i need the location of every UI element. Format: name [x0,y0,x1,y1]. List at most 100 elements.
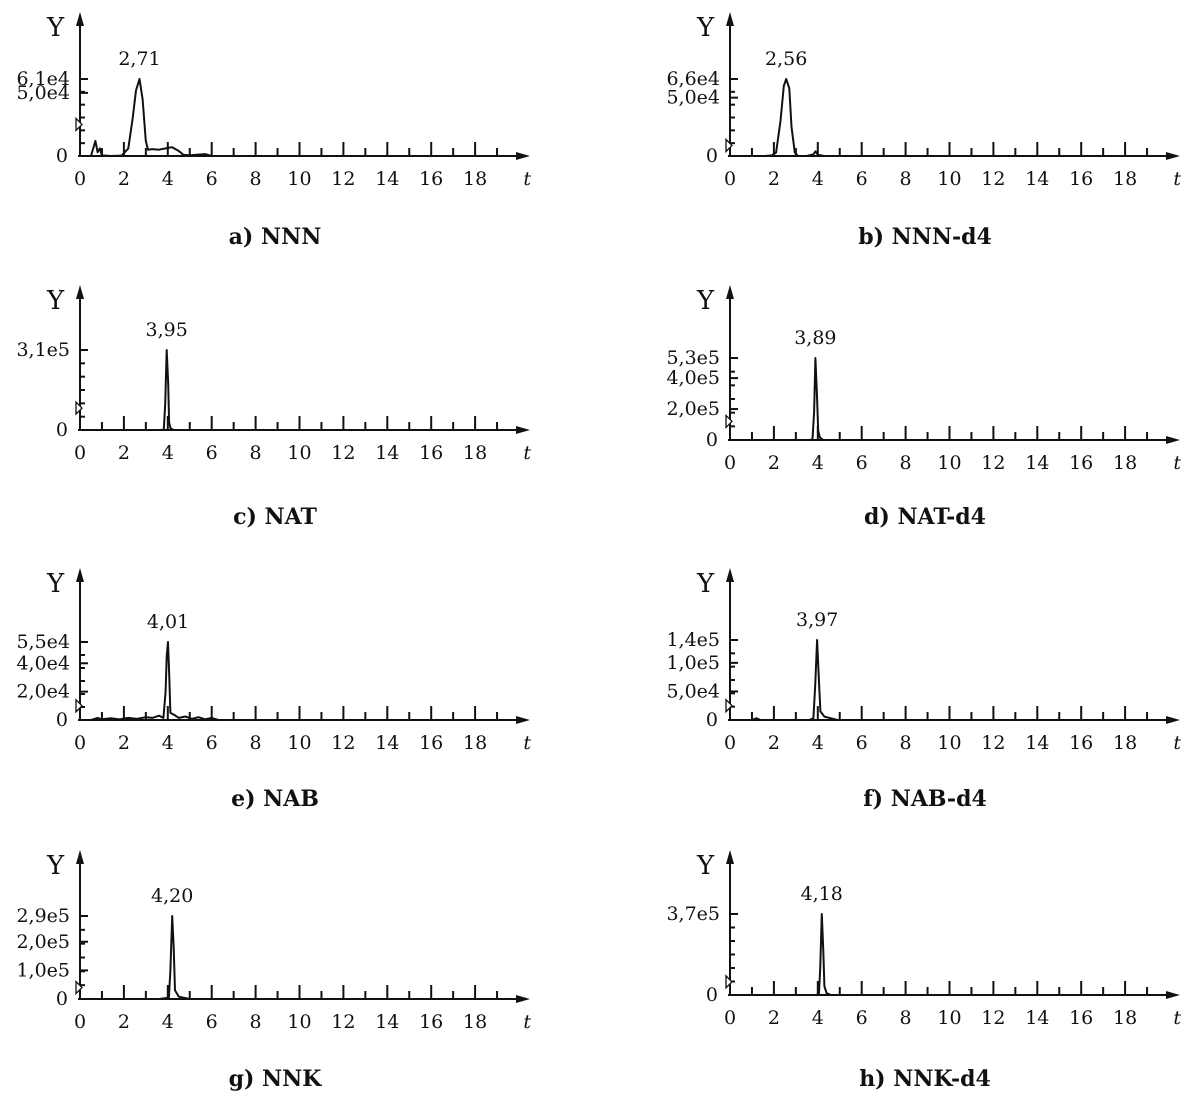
y-axis-arrow [76,568,84,582]
peak-label: 2,56 [765,48,807,70]
x-tick-label: 6 [856,732,868,754]
x-tick-label: 2 [118,1011,130,1033]
panel-caption: e) NAB [231,786,319,812]
x-tick-label: 14 [1025,732,1049,754]
x-tick-label: 10 [937,1007,961,1029]
x-tick-label: 10 [287,1011,311,1033]
y-tick-label: 2,0e5 [16,931,70,953]
x-tick-label: 12 [331,732,355,754]
x-tick-label: 14 [1025,452,1049,474]
y-tick-label: 5,5e4 [16,631,70,653]
x-axis-label: t [523,1011,531,1033]
x-tick-label: 16 [419,732,443,754]
y-tick-label: 4,0e5 [666,367,720,389]
x-tick-label: 2 [118,732,130,754]
x-axis-label: t [523,442,531,464]
x-tick-label: 4 [162,442,174,464]
x-tick-label: 4 [812,732,824,754]
x-tick-label: 16 [1069,732,1093,754]
chart-panel-e: Yt0 2 4 6 8 10 12 14 16 185,5e44,0e42,0e404,01e) … [16,568,531,812]
y-tick-label: 5,3e5 [666,347,720,369]
y-axis-label: Y [696,286,715,316]
x-tick-label: 10 [937,452,961,474]
x-tick-label: 12 [331,442,355,464]
y-tick-label: 1,0e5 [16,959,70,981]
x-tick-label: 16 [1069,168,1093,190]
x-tick-label: 6 [206,168,218,190]
panel-caption: d) NAT-d4 [864,504,986,530]
y-tick-label: 3,7e5 [666,903,720,925]
peak-label: 3,95 [146,319,188,341]
x-tick-label: 16 [419,442,443,464]
peak-label: 2,71 [118,48,160,70]
chromatogram-trace [91,79,519,156]
y-axis-label: Y [46,569,65,599]
panel-caption: f) NAB-d4 [863,786,987,812]
y-zero-label: 0 [706,709,718,731]
x-tick-label: 18 [1113,1007,1137,1029]
y-zero-label: 0 [706,429,718,451]
peak-label: 3,97 [796,609,838,631]
x-tick-label: 2 [118,168,130,190]
x-axis-label: t [1173,168,1181,190]
x-tick-label: 14 [375,1011,399,1033]
x-tick-label: 8 [250,442,262,464]
y-axis-arrow [726,285,734,299]
x-tick-label: 14 [375,732,399,754]
x-tick-label: 8 [900,168,912,190]
x-tick-label: 2 [768,168,780,190]
y-tick-label: 1,4e5 [666,629,720,651]
x-axis-label: t [1173,732,1181,754]
x-tick-label: 8 [900,732,912,754]
x-tick-label: 4 [812,452,824,474]
y-axis-arrow [726,850,734,864]
x-tick-label: 0 [724,452,736,474]
x-tick-label: 18 [1113,732,1137,754]
x-tick-label: 0 [724,168,736,190]
x-tick-label: 0 [74,1011,86,1033]
x-tick-label: 10 [937,168,961,190]
x-tick-label: 12 [331,1011,355,1033]
x-tick-label: 6 [856,1007,868,1029]
panel-caption: g) NNK [229,1066,323,1092]
x-tick-label: 12 [981,732,1005,754]
panel-caption: b) NNN-d4 [858,224,992,250]
x-tick-label: 6 [206,732,218,754]
x-tick-label: 2 [768,732,780,754]
x-tick-label: 14 [1025,1007,1049,1029]
y-tick-label: 2,0e4 [16,681,70,703]
x-tick-label: 4 [812,168,824,190]
x-tick-label: 0 [74,442,86,464]
x-tick-label: 18 [463,442,487,464]
x-tick-label: 6 [856,168,868,190]
y-zero-label: 0 [56,709,68,731]
chart-panel-h: Yt 0 2 4 6 8 10 12 14 16 18 3,7e5 0 4,18 h) NNK-d4 [666,850,1181,1092]
chromatogram-trace [91,642,519,720]
y-axis-arrow [76,850,84,864]
x-tick-label: 6 [206,442,218,464]
x-tick-label: 18 [1113,168,1137,190]
y-zero-label: 0 [56,145,68,167]
x-tick-label: 8 [900,1007,912,1029]
y-axis-label: Y [46,13,65,43]
x-tick-label: 16 [419,1011,443,1033]
y-tick-label: 5,0e4 [16,82,70,104]
x-tick-label: 2 [768,1007,780,1029]
x-axis-label: t [523,732,531,754]
panel-caption: a) NNN [229,224,322,250]
panel-caption: h) NNK-d4 [859,1066,991,1092]
x-tick-label: 4 [162,732,174,754]
x-tick-label: 4 [162,1011,174,1033]
x-tick-label: 12 [981,168,1005,190]
x-tick-label: 14 [1025,168,1049,190]
x-tick-label: 6 [206,1011,218,1033]
x-tick-label: 12 [981,1007,1005,1029]
y-zero-label: 0 [56,419,68,441]
y-tick-label: 1,0e5 [666,652,720,674]
x-tick-label: 18 [463,1011,487,1033]
y-zero-label: 0 [706,145,718,167]
chart-panel-c: Yt0 2 4 6 8 10 12 14 16 183,1e503,95c) NAT [16,285,531,530]
